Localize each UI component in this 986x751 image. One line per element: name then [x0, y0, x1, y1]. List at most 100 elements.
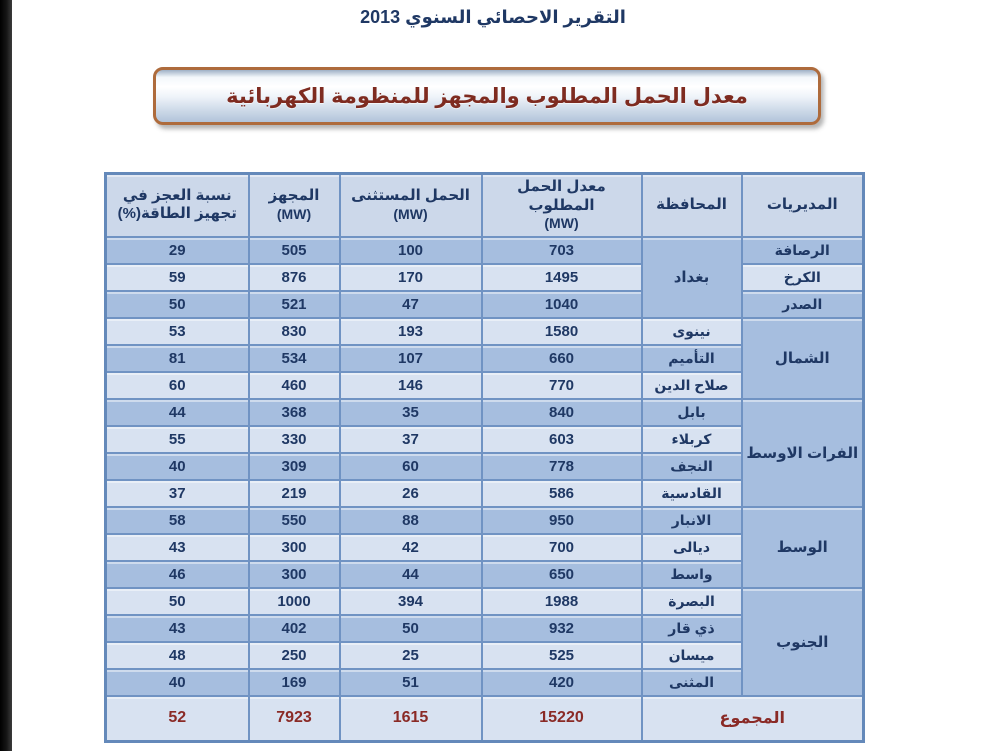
- table-row: واسط 650 44 300 46: [104, 559, 864, 589]
- total-deficit-cell: 52: [104, 694, 250, 743]
- supplied-cell: 402: [247, 613, 341, 643]
- supplied-cell: 300: [247, 532, 341, 562]
- excluded-load-cell: 107: [338, 343, 483, 373]
- deficit-cell: 43: [104, 613, 250, 643]
- column-header-required-load: معدل الحمل المطلوب (MW): [480, 172, 643, 238]
- load-statistics-table: المديريات المحافظة معدل الحمل المطلوب (M…: [104, 172, 865, 743]
- required-load-cell: 660: [480, 343, 643, 373]
- merged-directorate-cell: الوسط: [740, 505, 865, 589]
- supplied-cell: 300: [247, 559, 341, 589]
- excluded-load-unit: (MW): [393, 205, 428, 222]
- governorate-cell: ميسان: [640, 640, 743, 670]
- table-row: الصدر 1040 47 521 50: [104, 289, 865, 319]
- excluded-load-cell: 35: [338, 397, 483, 427]
- viewer-left-edge: [0, 0, 12, 751]
- supplied-cell: 330: [247, 424, 341, 454]
- merged-directorate-cell: الشمال: [740, 316, 865, 400]
- excluded-load-cell: 394: [338, 586, 483, 616]
- deficit-cell: 50: [104, 289, 250, 319]
- excluded-load-cell: 51: [338, 667, 483, 697]
- governorate-cell: التأميم: [640, 343, 743, 373]
- governorate-cell: الانبار: [640, 505, 743, 535]
- excluded-load-cell: 193: [338, 316, 483, 346]
- required-load-cell: 1040: [480, 289, 643, 319]
- column-header-deficit: نسبة العجز في تجهيز الطاقة(%): [104, 172, 250, 238]
- column-header-supplied: المجهز (MW): [247, 172, 341, 238]
- total-supplied-cell: 7923: [247, 694, 341, 743]
- governorate-cell: نينوى: [640, 316, 743, 346]
- governorate-cell: بابل: [640, 397, 743, 427]
- supplied-cell: 1000: [247, 586, 341, 616]
- required-load-unit: (MW): [544, 215, 579, 232]
- table-row: الشمال نينوى 1580 193 830 53: [104, 316, 865, 400]
- deficit-cell: 81: [104, 343, 250, 373]
- supplied-cell: 505: [247, 235, 341, 265]
- excluded-load-cell: 146: [338, 370, 483, 400]
- excluded-load-cell: 25: [338, 640, 483, 670]
- column-header-governorate: المحافظة: [640, 172, 743, 238]
- required-load-cell: 1988: [480, 586, 643, 616]
- merged-directorate-cell: الفرات الاوسط: [740, 397, 865, 508]
- supplied-cell: 534: [247, 343, 341, 373]
- table-row: القادسية 586 26 219 37: [104, 478, 864, 508]
- governorate-cell: ذي قار: [640, 613, 743, 643]
- excluded-load-cell: 37: [338, 424, 483, 454]
- required-load-cell: 770: [480, 370, 643, 400]
- supplied-cell: 309: [247, 451, 341, 481]
- required-load-cell: 932: [480, 613, 643, 643]
- deficit-cell: 58: [104, 505, 250, 535]
- table-header-row: المديريات المحافظة معدل الحمل المطلوب (M…: [104, 172, 865, 238]
- table-row: الكرخ 1495 170 876 59: [104, 262, 865, 292]
- table-row: النجف 778 60 309 40: [104, 451, 864, 481]
- excluded-load-cell: 47: [338, 289, 483, 319]
- supplied-cell: 169: [247, 667, 341, 697]
- governorate-cell: صلاح الدين: [640, 370, 743, 400]
- supplied-cell: 460: [247, 370, 341, 400]
- excluded-load-cell: 170: [338, 262, 483, 292]
- deficit-cell: 29: [104, 235, 250, 265]
- excluded-load-cell: 60: [338, 451, 483, 481]
- directorate-cell: الصدر: [740, 289, 865, 319]
- table-row: المثنى 420 51 169 40: [104, 667, 864, 697]
- required-load-cell: 1495: [480, 262, 643, 292]
- required-load-cell: 700: [480, 532, 643, 562]
- governorate-cell: البصرة: [640, 586, 743, 616]
- deficit-cell: 48: [104, 640, 250, 670]
- deficit-cell: 46: [104, 559, 250, 589]
- required-load-cell: 1580: [480, 316, 643, 346]
- excluded-load-cell: 100: [338, 235, 483, 265]
- required-load-cell: 703: [480, 235, 643, 265]
- directorate-cell: الكرخ: [740, 262, 865, 292]
- governorate-cell: ديالى: [640, 532, 743, 562]
- total-required-cell: 15220: [480, 694, 643, 743]
- deficit-cell: 37: [104, 478, 250, 508]
- governorate-cell: القادسية: [640, 478, 743, 508]
- governorate-cell: كربلاء: [640, 424, 743, 454]
- required-load-cell: 950: [480, 505, 643, 535]
- report-title: التقرير الاحصائي السنوي 2013: [360, 7, 626, 27]
- table-row: الفرات الاوسط بابل 840 35 368 44: [104, 397, 865, 508]
- supplied-cell: 219: [247, 478, 341, 508]
- banner-title: معدل الحمل المطلوب والمجهز للمنظومة الكه…: [226, 84, 748, 108]
- merged-governorate-cell: بغداد: [640, 235, 743, 319]
- deficit-cell: 40: [104, 667, 250, 697]
- required-load-cell: 778: [480, 451, 643, 481]
- excluded-load-cell: 26: [338, 478, 483, 508]
- column-header-directorates: المديريات: [740, 172, 865, 238]
- column-header-excluded-load: الحمل المستثنى (MW): [338, 172, 483, 238]
- excluded-load-cell: 88: [338, 505, 483, 535]
- required-load-cell: 525: [480, 640, 643, 670]
- total-row: المجموع 15220 1615 7923 52: [104, 694, 865, 743]
- supplied-cell: 830: [247, 316, 341, 346]
- supplied-cell: 876: [247, 262, 341, 292]
- table-row: التأميم 660 107 534 81: [104, 343, 864, 373]
- required-load-cell: 840: [480, 397, 643, 427]
- deficit-cell: 40: [104, 451, 250, 481]
- total-label-cell: المجموع: [640, 694, 865, 743]
- governorate-cell: النجف: [640, 451, 743, 481]
- table-row: كربلاء 603 37 330 55: [104, 424, 864, 454]
- excluded-load-cell: 44: [338, 559, 483, 589]
- required-load-cell: 603: [480, 424, 643, 454]
- deficit-cell: 53: [104, 316, 250, 346]
